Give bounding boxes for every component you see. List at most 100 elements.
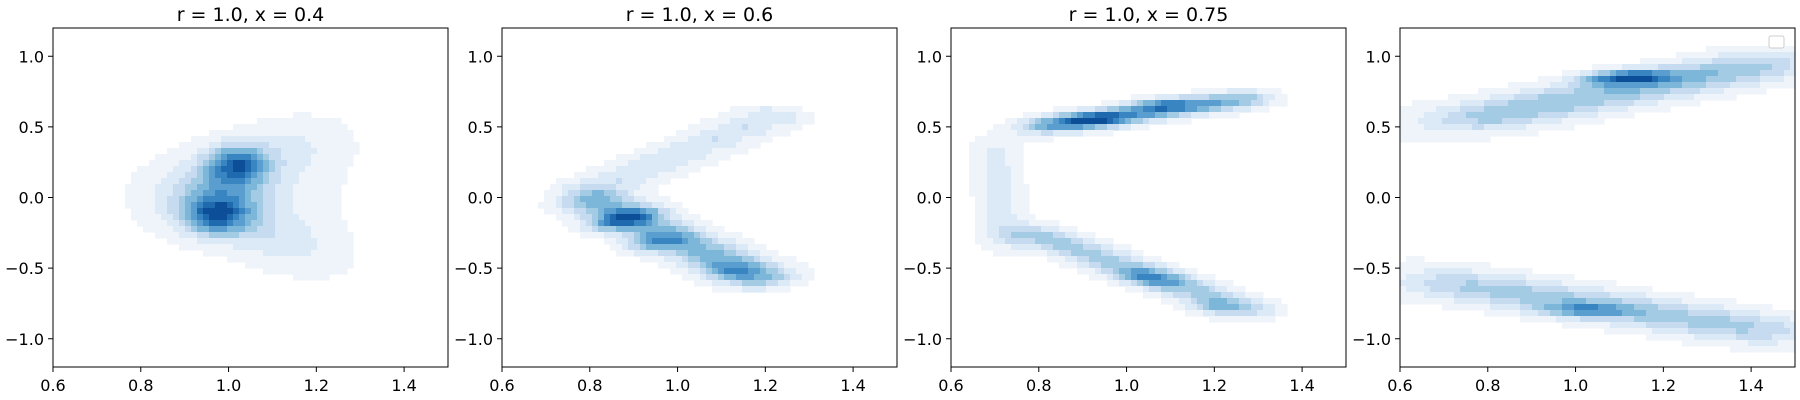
density-cell (311, 142, 318, 149)
density-cell (1107, 106, 1114, 113)
density-cell (670, 262, 677, 269)
density-cell (1694, 82, 1701, 89)
density-cell (1628, 298, 1635, 305)
density-cell (281, 136, 288, 143)
density-cell (1017, 166, 1024, 173)
density-cell (760, 280, 767, 287)
density-cell (1215, 100, 1222, 107)
density-cell (1263, 298, 1270, 305)
density-cell (1227, 286, 1234, 293)
density-cell (1628, 304, 1635, 311)
density-cell (706, 244, 713, 251)
density-cell (311, 250, 318, 257)
density-cell (1616, 100, 1623, 107)
density-cell (317, 214, 324, 221)
density-cell (610, 190, 617, 197)
density-cell (1179, 106, 1186, 113)
density-cell (1460, 112, 1467, 119)
density-cell (1005, 250, 1012, 257)
density-cell (640, 166, 647, 173)
density-cell (341, 268, 348, 275)
density-cell (1520, 94, 1527, 101)
density-cell (1778, 328, 1785, 335)
density-cell (1622, 112, 1629, 119)
density-cell (257, 154, 264, 161)
density-cell (245, 220, 252, 227)
density-cell (1221, 94, 1228, 101)
density-cell (592, 190, 599, 197)
density-cell (1508, 106, 1515, 113)
density-cell (1766, 334, 1773, 341)
density-cell (209, 190, 216, 197)
y-tick-label: 1.0 (468, 47, 493, 66)
density-cell (281, 196, 288, 203)
density-cell (754, 142, 761, 149)
density-cell (748, 112, 755, 119)
density-cell (1131, 94, 1138, 101)
density-cell (760, 256, 767, 263)
density-cell (1071, 262, 1078, 269)
density-cell (1035, 124, 1042, 131)
density-cell (191, 244, 198, 251)
density-cell (329, 172, 336, 179)
density-cell (682, 208, 689, 215)
density-cell (1245, 88, 1252, 95)
density-cell (1143, 256, 1150, 263)
density-cell (724, 256, 731, 263)
density-cell (1760, 322, 1767, 329)
density-cell (197, 166, 204, 173)
density-cell (1562, 322, 1569, 329)
density-cell (592, 202, 599, 209)
density-cell (269, 118, 276, 125)
density-cell (1149, 268, 1156, 275)
density-cell (299, 262, 306, 269)
density-cell (628, 202, 635, 209)
density-cell (293, 274, 300, 281)
density-cell (1472, 280, 1479, 287)
density-cell (1251, 316, 1258, 323)
density-cell (1778, 52, 1785, 59)
density-cell (1179, 100, 1186, 107)
density-cell (1748, 76, 1755, 83)
density-cell (1730, 340, 1737, 347)
density-cell (245, 226, 252, 233)
density-cell (1418, 106, 1425, 113)
density-cell (215, 232, 222, 239)
density-cell (1197, 100, 1204, 107)
density-cell (784, 256, 791, 263)
density-cell (305, 256, 312, 263)
density-cell (580, 208, 587, 215)
density-cell (1616, 106, 1623, 113)
density-cell (1520, 118, 1527, 125)
density-cell (233, 178, 240, 185)
y-tick-label: −0.5 (903, 259, 942, 278)
x-tick-label: 1.0 (216, 376, 241, 395)
density-cell (778, 106, 785, 113)
density-cell (1784, 58, 1791, 65)
density-cell (1155, 292, 1162, 299)
density-cell (317, 148, 324, 155)
density-cell (335, 124, 342, 131)
density-cell (245, 196, 252, 203)
density-cell (149, 178, 156, 185)
density-cell (251, 136, 258, 143)
density-cell (1724, 58, 1731, 65)
density-cell (1736, 334, 1743, 341)
density-cell (628, 220, 635, 227)
density-cell (281, 250, 288, 257)
density-cell (712, 286, 719, 293)
density-cell (1149, 256, 1156, 263)
density-cell (1664, 304, 1671, 311)
density-cell (311, 268, 318, 275)
density-cell (1568, 70, 1575, 77)
density-cell (1065, 226, 1072, 233)
density-cell (604, 232, 611, 239)
density-cell (1179, 280, 1186, 287)
density-cell (1532, 112, 1539, 119)
density-cell (1436, 136, 1443, 143)
density-cell (1149, 274, 1156, 281)
density-cell (790, 274, 797, 281)
density-cell (1682, 304, 1689, 311)
density-cell (730, 244, 737, 251)
density-cell (227, 238, 234, 245)
